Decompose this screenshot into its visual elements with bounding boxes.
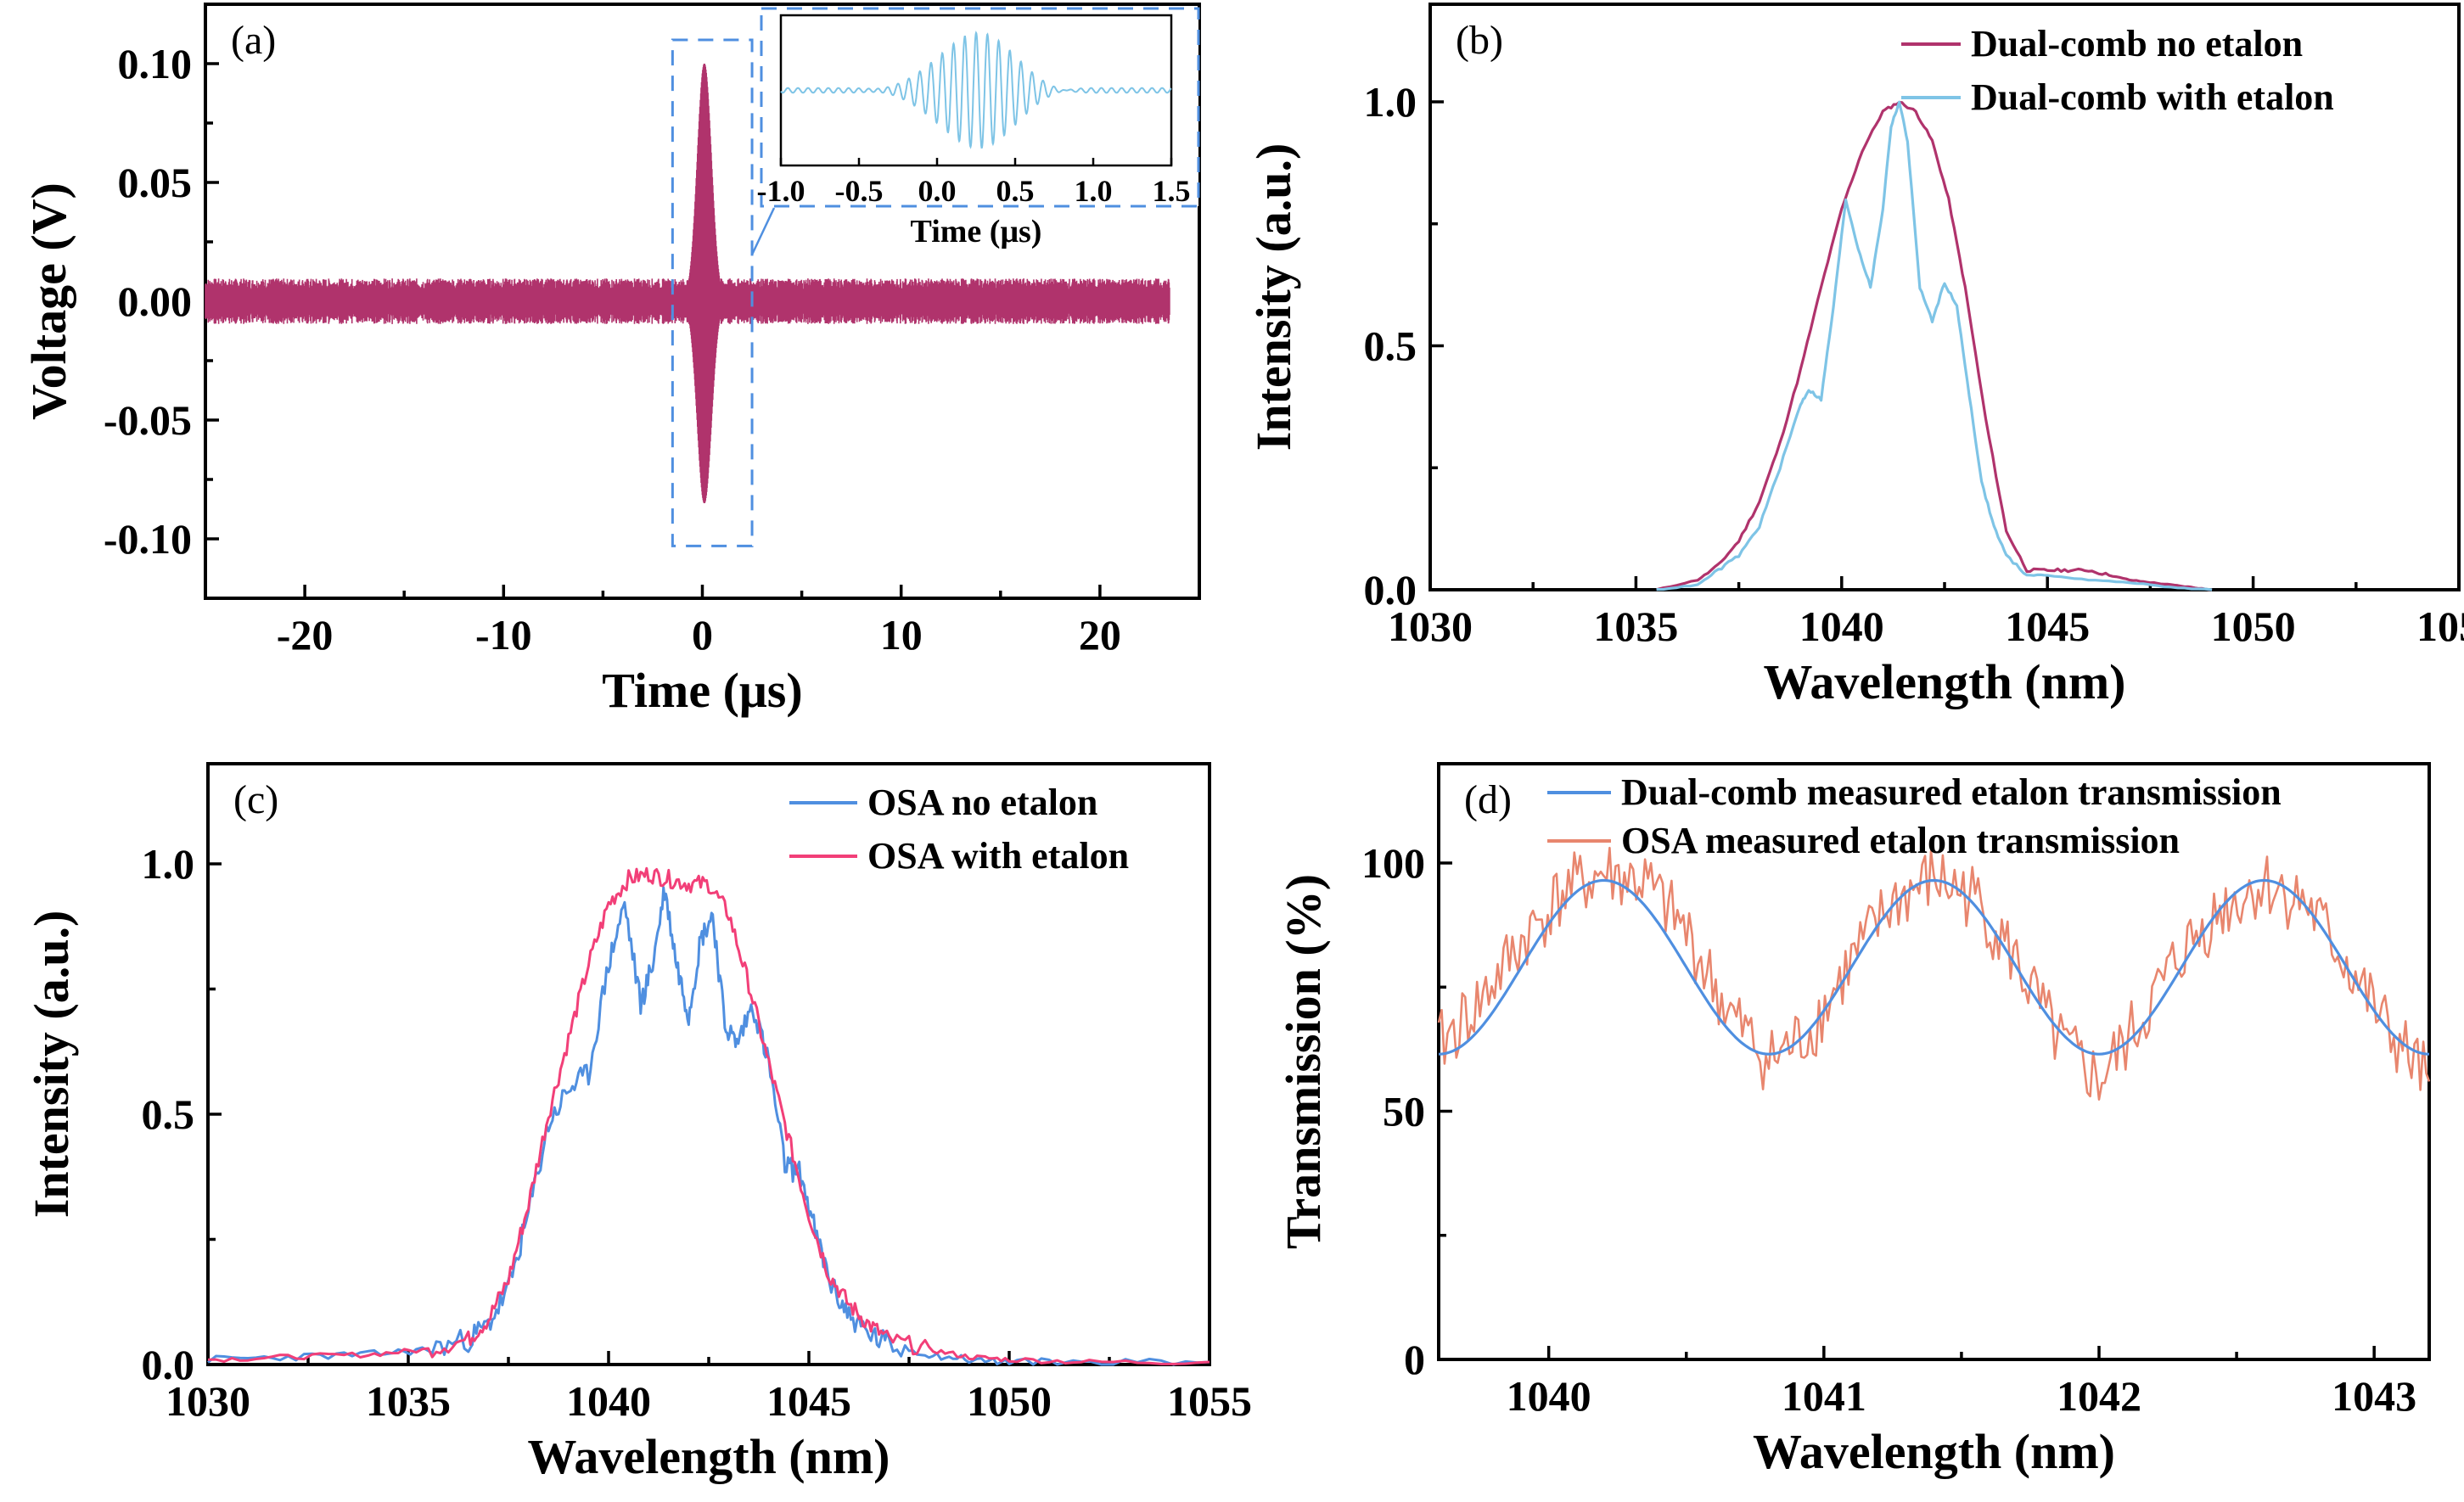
series-dual-comb-transmission [1438, 878, 2430, 1056]
panel-label-b: (b) [1456, 18, 1503, 63]
legend-label-d: Dual-comb measured etalon transmission [1621, 771, 2282, 813]
x-tick-label-b: 1045 [2005, 602, 2090, 650]
x-tick-label-a: -10 [475, 611, 532, 659]
x-axis-label-b: Wavelength (nm) [1764, 654, 2126, 709]
y-tick-label-c: 1.0 [142, 840, 195, 888]
x-tick-label-d: 1043 [2332, 1372, 2416, 1420]
y-axis-label-d: Transmission (%) [1276, 874, 1331, 1249]
y-tick-label-d: 0 [1404, 1336, 1425, 1383]
legend-label-b: Dual-comb no etalon [1971, 23, 2303, 64]
plot-frame-d [1437, 762, 2431, 1361]
y-tick-label-b: 1.0 [1364, 78, 1417, 126]
x-tick-label-c: 1045 [766, 1377, 851, 1425]
y-axis-label-a: Voltage (V) [21, 182, 76, 420]
x-tick-label-c: 1035 [366, 1377, 451, 1425]
x-tick-label-c: 1050 [967, 1377, 1052, 1425]
x-tick-label-c: 1030 [166, 1377, 250, 1425]
x-tick-label-b: 1035 [1593, 602, 1678, 650]
inset-x-axis-label: Time (μs) [911, 214, 1042, 249]
x-tick-label-b: 1040 [1799, 602, 1884, 650]
y-tick-label-a: 0.00 [118, 277, 193, 325]
x-tick-label-b: 1055 [2416, 602, 2464, 650]
x-tick-label-d: 1041 [1782, 1372, 1866, 1420]
x-axis-label-a: Time (μs) [602, 663, 802, 718]
y-tick-label-c: 0.0 [142, 1341, 195, 1388]
series-dual-comb-no-etalon [1656, 100, 2213, 591]
y-tick-label-b: 0.0 [1364, 566, 1417, 614]
inset-x-tick-label: -0.5 [835, 174, 884, 208]
inset-x-tick-label: 1.0 [1075, 174, 1113, 208]
panel-label-c: (c) [233, 777, 278, 822]
panel-c: 1030 1035 1040 1045 1050 1055 0.0 0.5 1.0 Wavelen… [24, 762, 1252, 1484]
panel-label-d: (d) [1464, 777, 1512, 822]
y-tick-label-d: 100 [1361, 839, 1425, 887]
x-tick-label-b: 1030 [1388, 602, 1473, 650]
inset-x-tick-label: -1.0 [757, 174, 805, 208]
panel-b: 1030 1035 1040 1045 1050 1055 0.0 0.5 1.0 Wavelen… [1246, 3, 2464, 709]
inset-x-tick-label: 0.0 [918, 174, 957, 208]
inset-x-tick-label: 1.5 [1153, 174, 1191, 208]
inset-series [780, 31, 1172, 149]
x-tick-label-d: 1040 [1507, 1372, 1591, 1420]
y-tick-label-a: 0.10 [118, 40, 193, 87]
x-tick-label-a: 0 [692, 611, 713, 659]
legend-label-c: OSA no etalon [867, 782, 1097, 823]
x-axis-label-d: Wavelength (nm) [1753, 1424, 2115, 1479]
y-tick-label-d: 50 [1383, 1088, 1425, 1135]
y-tick-label-b: 0.5 [1364, 322, 1417, 370]
y-tick-label-c: 0.5 [142, 1090, 195, 1138]
y-axis-label-b: Intensity (a.u.) [1246, 143, 1301, 451]
series-dual-comb-with-etalon [1656, 100, 2213, 591]
series-osa-no-etalon [207, 886, 1210, 1366]
legend-label-d: OSA measured etalon transmission [1621, 820, 2180, 861]
legend-label-b: Dual-comb with etalon [1971, 76, 2334, 118]
panel-a: -20 -10 0 10 20 -0.10 -0.05 0.00 0.05 0.10 Time (μ… [21, 3, 1201, 718]
inset-x-tick-label: 0.5 [996, 174, 1035, 208]
x-tick-label-c: 1055 [1167, 1377, 1252, 1425]
x-tick-label-a: -20 [277, 611, 334, 659]
x-axis-label-c: Wavelength (nm) [528, 1429, 890, 1484]
series-interferogram [205, 64, 1170, 503]
series-osa-with-etalon [207, 866, 1210, 1365]
zoom-box [671, 38, 754, 547]
y-axis-label-c: Intensity (a.u.) [24, 911, 79, 1219]
panel-label-a: (a) [231, 18, 276, 63]
y-tick-label-a: -0.10 [104, 515, 192, 563]
y-tick-label-a: -0.05 [104, 396, 192, 444]
x-tick-label-b: 1050 [2211, 602, 2296, 650]
x-tick-label-d: 1042 [2057, 1372, 2141, 1420]
x-tick-label-c: 1040 [566, 1377, 651, 1425]
x-tick-label-a: 20 [1079, 611, 1121, 659]
x-tick-label-a: 10 [880, 611, 923, 659]
legend-label-c: OSA with etalon [867, 835, 1129, 877]
y-tick-label-a: 0.05 [118, 159, 193, 206]
inset-connector [750, 207, 776, 255]
panel-d: 1040 1041 1042 1043 0 50 100 Wavelength (nm) Tra… [1276, 762, 2431, 1479]
